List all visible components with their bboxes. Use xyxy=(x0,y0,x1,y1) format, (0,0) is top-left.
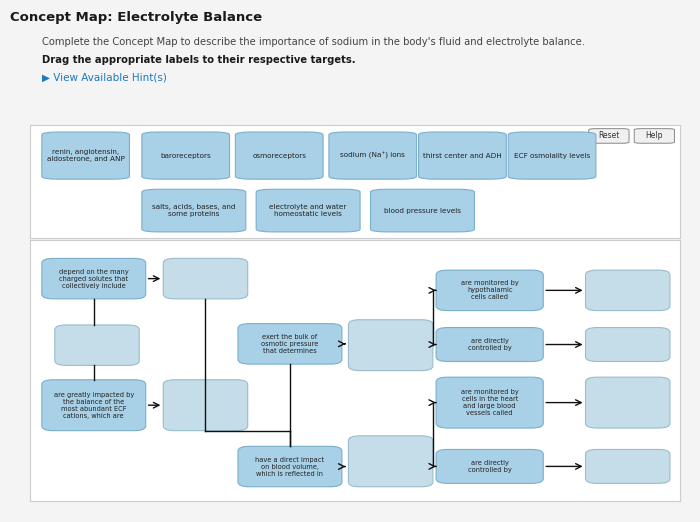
Text: Reset: Reset xyxy=(598,132,620,140)
FancyBboxPatch shape xyxy=(349,319,433,371)
Text: exert the bulk of
osmotic pressure
that determines: exert the bulk of osmotic pressure that … xyxy=(261,334,319,354)
Text: Help: Help xyxy=(645,132,663,140)
Text: are monitored by
hypothalamic
cells called: are monitored by hypothalamic cells call… xyxy=(461,280,519,300)
FancyBboxPatch shape xyxy=(142,132,230,179)
FancyBboxPatch shape xyxy=(349,436,433,487)
Text: Concept Map: Electrolyte Balance: Concept Map: Electrolyte Balance xyxy=(10,11,262,25)
FancyBboxPatch shape xyxy=(585,377,670,428)
Text: electrolyte and water
homeostatic levels: electrolyte and water homeostatic levels xyxy=(270,204,346,217)
FancyBboxPatch shape xyxy=(436,328,543,361)
Text: osmoreceptors: osmoreceptors xyxy=(252,152,306,159)
FancyBboxPatch shape xyxy=(142,189,246,232)
FancyBboxPatch shape xyxy=(436,377,543,428)
FancyBboxPatch shape xyxy=(42,132,130,179)
Text: depend on the many
charged solutes that
collectively include: depend on the many charged solutes that … xyxy=(59,269,129,289)
Text: renin, angiotensin,
aldosterone, and ANP: renin, angiotensin, aldosterone, and ANP xyxy=(47,149,125,162)
FancyBboxPatch shape xyxy=(436,270,543,311)
Text: baroreceptors: baroreceptors xyxy=(160,152,211,159)
FancyBboxPatch shape xyxy=(235,132,323,179)
FancyBboxPatch shape xyxy=(256,189,360,232)
Text: are monitored by
cells in the heart
and large blood
vessels called: are monitored by cells in the heart and … xyxy=(461,389,519,416)
FancyBboxPatch shape xyxy=(370,189,475,232)
FancyBboxPatch shape xyxy=(42,380,146,431)
FancyBboxPatch shape xyxy=(238,446,342,487)
Text: ECF osmolality levels: ECF osmolality levels xyxy=(514,152,590,159)
FancyBboxPatch shape xyxy=(585,449,670,483)
FancyBboxPatch shape xyxy=(419,132,506,179)
FancyBboxPatch shape xyxy=(55,325,139,365)
FancyBboxPatch shape xyxy=(436,449,543,483)
Text: thirst center and ADH: thirst center and ADH xyxy=(423,152,502,159)
FancyBboxPatch shape xyxy=(634,128,675,143)
FancyBboxPatch shape xyxy=(585,270,670,311)
FancyBboxPatch shape xyxy=(163,258,248,299)
FancyBboxPatch shape xyxy=(508,132,596,179)
FancyBboxPatch shape xyxy=(329,132,416,179)
FancyBboxPatch shape xyxy=(163,380,248,431)
Text: Drag the appropriate labels to their respective targets.: Drag the appropriate labels to their res… xyxy=(42,55,356,65)
Text: ▶ View Available Hint(s): ▶ View Available Hint(s) xyxy=(42,72,167,82)
Text: sodium (Na⁺) ions: sodium (Na⁺) ions xyxy=(340,152,405,159)
Text: are greatly impacted by
the balance of the
most abundant ECF
cations, which are: are greatly impacted by the balance of t… xyxy=(54,392,134,419)
Text: Complete the Concept Map to describe the importance of sodium in the body's flui: Complete the Concept Map to describe the… xyxy=(42,37,585,46)
Text: blood pressure levels: blood pressure levels xyxy=(384,208,461,213)
Text: are directly
controlled by: are directly controlled by xyxy=(468,460,512,473)
Text: salts, acids, bases, and
some proteins: salts, acids, bases, and some proteins xyxy=(152,204,235,217)
FancyBboxPatch shape xyxy=(42,258,146,299)
Text: are directly
controlled by: are directly controlled by xyxy=(468,338,512,351)
Text: have a direct impact
on blood volume,
which is reflected in: have a direct impact on blood volume, wh… xyxy=(256,457,324,477)
FancyBboxPatch shape xyxy=(585,328,670,361)
FancyBboxPatch shape xyxy=(589,128,629,143)
FancyBboxPatch shape xyxy=(238,324,342,364)
